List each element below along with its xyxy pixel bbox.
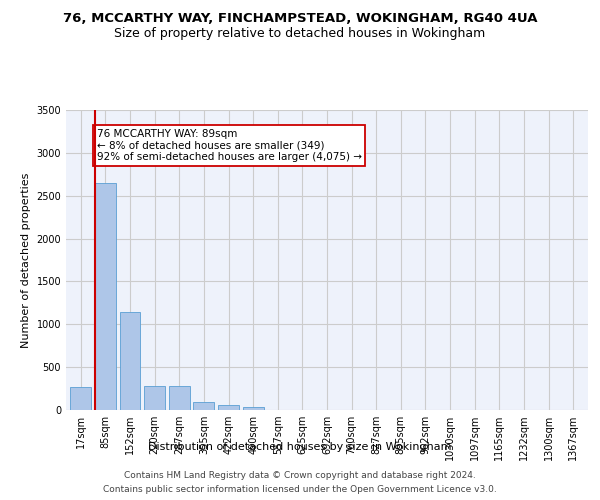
Y-axis label: Number of detached properties: Number of detached properties bbox=[21, 172, 31, 348]
Bar bbox=[169, 386, 190, 410]
Bar bbox=[144, 386, 165, 410]
Bar bbox=[193, 402, 214, 410]
Bar bbox=[95, 183, 116, 410]
Text: Contains public sector information licensed under the Open Government Licence v3: Contains public sector information licen… bbox=[103, 484, 497, 494]
Bar bbox=[119, 312, 140, 410]
Text: 76, MCCARTHY WAY, FINCHAMPSTEAD, WOKINGHAM, RG40 4UA: 76, MCCARTHY WAY, FINCHAMPSTEAD, WOKINGH… bbox=[63, 12, 537, 26]
Bar bbox=[70, 387, 91, 410]
Text: Distribution of detached houses by size in Wokingham: Distribution of detached houses by size … bbox=[148, 442, 452, 452]
Text: 76 MCCARTHY WAY: 89sqm
← 8% of detached houses are smaller (349)
92% of semi-det: 76 MCCARTHY WAY: 89sqm ← 8% of detached … bbox=[97, 129, 362, 162]
Bar bbox=[218, 406, 239, 410]
Text: Size of property relative to detached houses in Wokingham: Size of property relative to detached ho… bbox=[115, 28, 485, 40]
Text: Contains HM Land Registry data © Crown copyright and database right 2024.: Contains HM Land Registry data © Crown c… bbox=[124, 472, 476, 480]
Bar bbox=[242, 407, 263, 410]
